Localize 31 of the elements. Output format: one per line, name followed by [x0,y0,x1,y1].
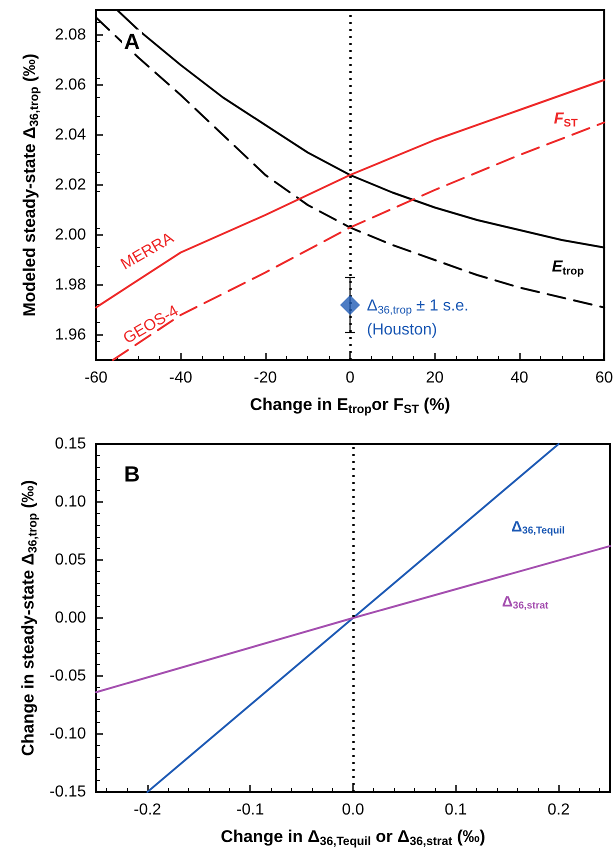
x-tick-label: -60 [84,370,108,386]
x-tick-label: -0.1 [236,802,264,818]
y-tick-label: 1.96 [54,326,86,344]
y-tick-label: 1.98 [54,276,86,294]
x-tick-label: 0 [346,370,355,386]
x-tick-label: -0.2 [134,802,162,818]
y-tick-label: 2.00 [54,226,86,244]
y-tick-label: -0.15 [50,784,86,800]
y-tick-label: -0.05 [50,668,86,684]
y-tick-label: 0.00 [54,610,86,626]
y-tick-label: 0.10 [54,494,86,510]
y-tick-label: 0.15 [54,436,86,452]
x-tick-label: 0.2 [547,802,570,818]
y-axis-title: Change in steady-state Δ36,trop (‰) [18,480,40,756]
annotation: A [124,29,140,54]
y-tick-label: 2.08 [54,26,86,44]
x-tick-label: 0.0 [342,802,364,818]
y-tick-label: 2.06 [54,76,86,94]
x-tick-label: -40 [169,370,192,386]
x-tick-label: 0.1 [444,802,468,818]
x-tick-label: -20 [254,370,278,386]
y-tick-label: 0.05 [54,552,86,568]
y-tick-label: -0.10 [50,726,86,742]
annotation: (Houston) [366,321,438,338]
y-tick-label: 2.04 [54,126,86,144]
annotation: B [124,461,140,486]
x-tick-label: 60 [595,370,614,386]
y-axis-title: Modeled steady-state Δ36,trop (‰) [20,54,41,316]
y-tick-label: 2.02 [54,176,86,194]
x-tick-label: 20 [426,370,444,386]
x-tick-label: 40 [510,370,528,386]
